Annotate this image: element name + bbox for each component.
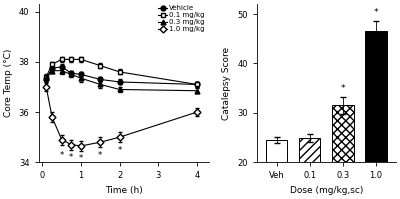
Text: *: *	[79, 154, 83, 163]
X-axis label: Time (h): Time (h)	[105, 186, 142, 195]
Text: *: *	[60, 151, 64, 160]
Y-axis label: Core Temp (°C): Core Temp (°C)	[4, 49, 13, 117]
Bar	[365, 31, 387, 162]
X-axis label: Dose (mg/kg,sc): Dose (mg/kg,sc)	[290, 186, 363, 195]
Bar	[266, 140, 287, 162]
Bar	[299, 138, 320, 162]
Text: *: *	[98, 151, 102, 160]
Y-axis label: Catalepsy Score: Catalepsy Score	[222, 47, 232, 120]
Text: *: *	[118, 146, 122, 155]
Legend: Vehicle, 0.1 mg/kg, 0.3 mg/kg, 1.0 mg/kg: Vehicle, 0.1 mg/kg, 0.3 mg/kg, 1.0 mg/kg	[158, 4, 205, 33]
Text: *: *	[374, 8, 378, 17]
Text: *: *	[340, 84, 345, 93]
Text: *: *	[69, 153, 74, 162]
Bar	[332, 105, 354, 162]
